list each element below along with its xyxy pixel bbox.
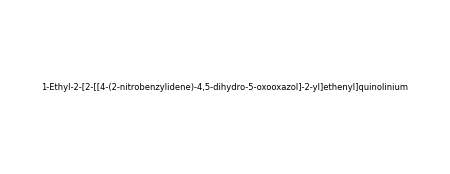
Text: 1-Ethyl-2-[2-[[4-(2-nitrobenzylidene)-4,5-dihydro-5-oxooxazol]-2-yl]ethenyl]quin: 1-Ethyl-2-[2-[[4-(2-nitrobenzylidene)-4,…	[41, 82, 409, 92]
